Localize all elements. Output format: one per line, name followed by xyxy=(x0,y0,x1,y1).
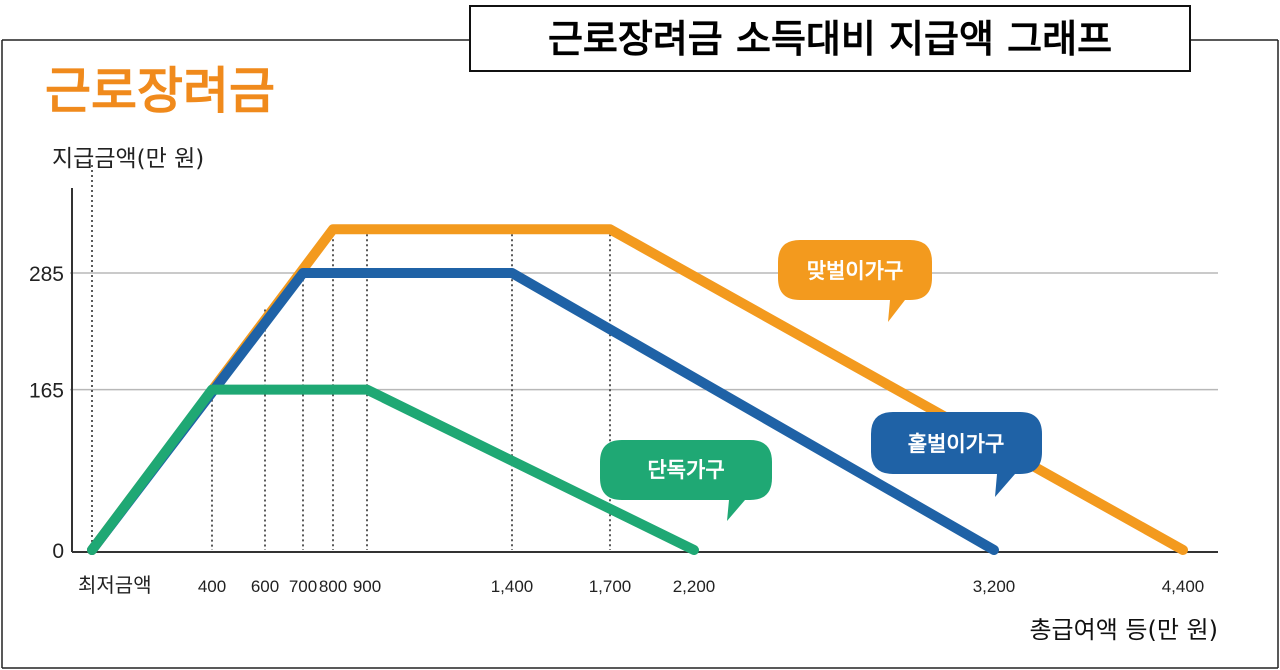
x-tick-label-9: 3,200 xyxy=(973,577,1016,596)
header-title-box xyxy=(469,5,1191,72)
x-tick-label-2: 600 xyxy=(251,577,279,596)
guide-layer xyxy=(91,165,611,550)
y-tick-label-0: 0 xyxy=(52,540,64,563)
series-layer xyxy=(87,224,1188,555)
x-tick-label-7: 1,700 xyxy=(589,577,632,596)
bubble-single-income-label: 홑벌이가구 xyxy=(908,432,1005,456)
x-axis-label: 총급여액 등(만 원) xyxy=(1029,616,1218,644)
y-tick-label-1: 165 xyxy=(29,380,64,403)
x-tick-label-4: 800 xyxy=(319,577,347,596)
bubble-single-person: 단독가구 xyxy=(600,440,772,521)
x-tick-label-8: 2,200 xyxy=(673,577,716,596)
x-tick-label-5: 900 xyxy=(353,577,381,596)
x-tick-label-3: 700 xyxy=(289,577,317,596)
bubble-dual-income: 맞벌이가구 xyxy=(778,240,932,322)
x-tick-label-6: 1,400 xyxy=(491,577,534,596)
y-axis-label: 지급금액(만 원) xyxy=(52,146,204,172)
header-title: 근로장려금 소득대비 지급액 그래프 xyxy=(548,17,1112,61)
grid-layer xyxy=(70,272,1218,391)
series-line-2 xyxy=(87,384,699,555)
x-tick-label-10: 4,400 xyxy=(1162,577,1205,596)
brand-title: 근로장려금 xyxy=(45,62,275,120)
bubble-single-person-label: 단독가구 xyxy=(647,458,724,482)
x-tick-label-1: 400 xyxy=(198,577,226,596)
series-line-1 xyxy=(87,268,999,555)
axis-layer xyxy=(71,188,1218,553)
bubble-dual-income-label: 맞벌이가구 xyxy=(807,259,904,283)
y-tick-label-2: 285 xyxy=(29,263,64,286)
x-tick-label-0: 최저금액 xyxy=(78,573,152,597)
tick-layer: 0 165 285 최저금액 400 600 700 800 900 1,400 1,700 2,20… xyxy=(29,263,1204,597)
bubble-single-income: 홑벌이가구 xyxy=(871,412,1042,497)
